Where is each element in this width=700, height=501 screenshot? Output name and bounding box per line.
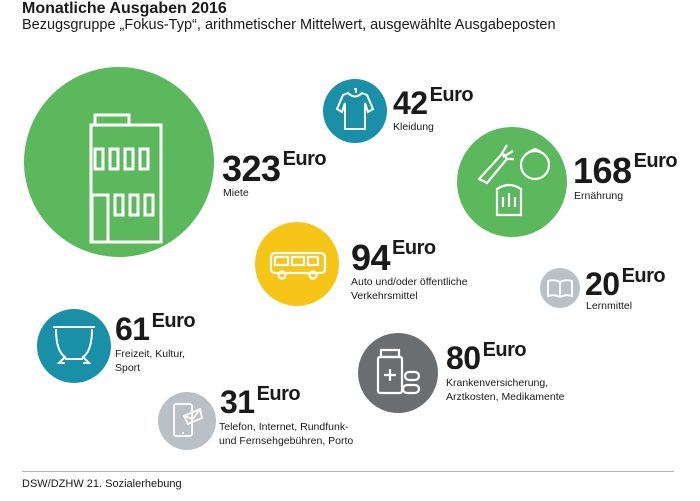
- value-ernaehrung: 168 Euro: [573, 150, 678, 191]
- label-verkehr-line-2: Verkehrsmittel: [351, 290, 418, 302]
- value-verkehr: 94 Euro: [351, 237, 436, 278]
- phone-icon: [173, 403, 204, 437]
- bubble-miete: [24, 67, 214, 257]
- value-kleidung: 42 Euro: [393, 84, 474, 121]
- bubble-ernaehrung: [457, 127, 567, 237]
- unit-lernmittel: Euro: [621, 265, 666, 287]
- label-freizeit: Freizeit, Kultur, Sport: [115, 347, 185, 375]
- label-telefon-line-1: Telefon, Internet, Rundfunk-: [219, 421, 349, 433]
- label-gesundheit-line-2: Arztkosten, Medikamente: [446, 391, 565, 403]
- building-icon: [89, 113, 163, 244]
- source-note: DSW/DZHW 21. Sozialerhebung: [22, 478, 182, 490]
- label-telefon-line-2: und Fernsehgebühren, Porto: [219, 435, 354, 447]
- bubble-gesundheit: [358, 333, 438, 413]
- bubble-freizeit: [37, 309, 111, 383]
- label-gesundheit: Krankenversicherung, Arztkosten, Medikam…: [446, 376, 564, 404]
- label-freizeit-line-2: Sport: [115, 362, 141, 374]
- unit-freizeit: Euro: [151, 310, 196, 332]
- label-kleidung: Kleidung: [393, 121, 434, 133]
- unit-verkehr: Euro: [392, 237, 436, 259]
- value-gesundheit: 80 Euro: [446, 339, 527, 376]
- label-telefon: Telefon, Internet, Rundfunk- und Fernseh…: [219, 420, 353, 448]
- chart-title: Monatliche Ausgaben 2016: [22, 0, 227, 17]
- label-miete: Miete: [223, 187, 249, 199]
- bubble-verkehr: [255, 222, 339, 306]
- book-icon: [547, 279, 573, 299]
- unit-gesundheit: Euro: [482, 339, 527, 361]
- bubble-lernmittel: [540, 268, 580, 308]
- food-icon: [477, 144, 551, 217]
- unit-miete: Euro: [282, 148, 327, 170]
- value-miete: 323 Euro: [222, 148, 327, 189]
- value-lernmittel: 20 Euro: [585, 265, 666, 302]
- label-gesundheit-line-1: Krankenversicherung,: [446, 377, 549, 389]
- chart-subtitle: Bezugsgruppe „Fokus-Typ“, arithmetischer…: [22, 17, 556, 33]
- value-telefon: 31 Euro: [220, 383, 301, 420]
- footer-divider: [22, 471, 674, 472]
- label-freizeit-line-1: Freizeit, Kultur,: [115, 348, 186, 360]
- label-lernmittel: Lernmittel: [586, 300, 633, 312]
- unit-telefon: Euro: [256, 383, 301, 405]
- label-ernaehrung: Ernährung: [574, 190, 624, 202]
- theater-icon: [53, 326, 95, 364]
- value-freizeit: 61 Euro: [115, 310, 196, 347]
- shirt-icon: [335, 88, 375, 130]
- unit-ernaehrung: Euro: [633, 150, 678, 172]
- label-verkehr-line-1: Auto und/oder öffentliche: [351, 276, 468, 288]
- bubble-telefon: [158, 392, 216, 450]
- medicine-icon: [376, 348, 421, 395]
- bus-icon: [269, 251, 327, 280]
- bubble-kleidung: [323, 79, 387, 143]
- unit-kleidung: Euro: [429, 84, 474, 106]
- label-verkehr: Auto und/oder öffentliche Verkehrsmittel: [351, 275, 468, 303]
